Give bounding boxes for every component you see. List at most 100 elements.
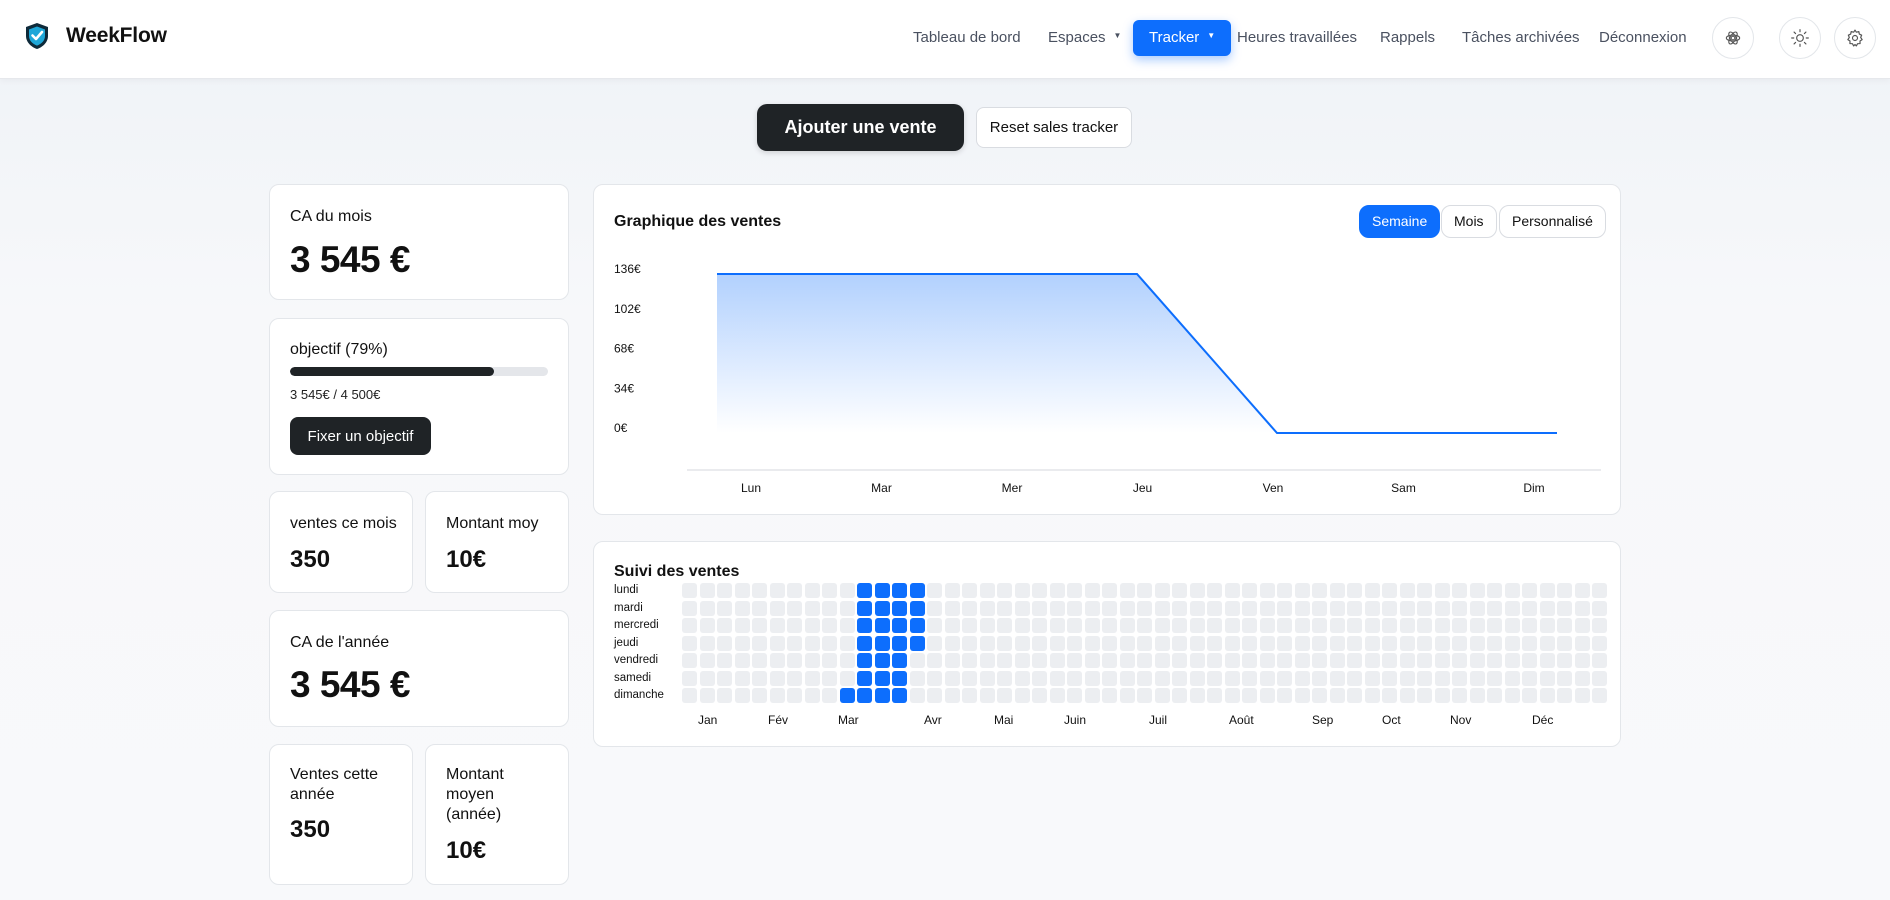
heatmap-cell[interactable] bbox=[1207, 618, 1222, 633]
heatmap-cell[interactable] bbox=[909, 653, 925, 668]
heatmap-cell[interactable] bbox=[1137, 583, 1152, 598]
heatmap-cell[interactable] bbox=[717, 635, 732, 651]
heatmap-cell[interactable] bbox=[1049, 635, 1065, 651]
heatmap-cell[interactable] bbox=[857, 583, 872, 598]
heatmap-cell[interactable] bbox=[927, 583, 942, 598]
heatmap-cell[interactable] bbox=[1189, 618, 1205, 633]
heatmap-cell[interactable] bbox=[1312, 600, 1327, 616]
heatmap-cell[interactable] bbox=[1207, 688, 1222, 703]
heatmap-cell[interactable] bbox=[682, 600, 697, 616]
heatmap-cell[interactable] bbox=[1189, 688, 1205, 703]
heatmap-cell[interactable] bbox=[1487, 600, 1502, 616]
heatmap-cell[interactable] bbox=[874, 583, 890, 598]
heatmap-cell[interactable] bbox=[1154, 635, 1170, 651]
heatmap-cell[interactable] bbox=[1557, 618, 1572, 633]
heatmap-cell[interactable] bbox=[1399, 600, 1415, 616]
heatmap-cell[interactable] bbox=[769, 600, 785, 616]
heatmap-cell[interactable] bbox=[717, 600, 732, 616]
heatmap-cell[interactable] bbox=[1522, 600, 1537, 616]
reset-sales-tracker-button[interactable]: Reset sales tracker bbox=[976, 107, 1132, 148]
heatmap-cell[interactable] bbox=[979, 600, 995, 616]
heatmap-cell[interactable] bbox=[1242, 583, 1257, 598]
heatmap-cell[interactable] bbox=[1067, 653, 1082, 668]
heatmap-cell[interactable] bbox=[1382, 635, 1397, 651]
heatmap-cell[interactable] bbox=[997, 583, 1012, 598]
nav-deconnexion[interactable]: Déconnexion bbox=[1599, 20, 1687, 56]
heatmap-cell[interactable] bbox=[1557, 688, 1572, 703]
heatmap-cell[interactable] bbox=[822, 583, 837, 598]
heatmap-cell[interactable] bbox=[1259, 670, 1275, 686]
nav-dashboard[interactable]: Tableau de bord bbox=[913, 20, 1021, 56]
heatmap-cell[interactable] bbox=[682, 618, 697, 633]
heatmap-cell[interactable] bbox=[1294, 600, 1310, 616]
heatmap-cell[interactable] bbox=[997, 618, 1012, 633]
heatmap-cell[interactable] bbox=[822, 670, 837, 686]
heatmap-cell[interactable] bbox=[1382, 618, 1397, 633]
brand[interactable]: WeekFlow bbox=[22, 21, 167, 51]
heatmap-cell[interactable] bbox=[1364, 583, 1380, 598]
heatmap-cell[interactable] bbox=[804, 600, 820, 616]
heatmap-cell[interactable] bbox=[717, 688, 732, 703]
heatmap-cell[interactable] bbox=[1277, 583, 1292, 598]
heatmap-cell[interactable] bbox=[1539, 670, 1555, 686]
heatmap-cell[interactable] bbox=[944, 688, 960, 703]
heatmap-cell[interactable] bbox=[734, 618, 750, 633]
heatmap-cell[interactable] bbox=[1172, 670, 1187, 686]
heatmap-cell[interactable] bbox=[1434, 670, 1450, 686]
heatmap-cell[interactable] bbox=[822, 600, 837, 616]
heatmap-cell[interactable] bbox=[1557, 583, 1572, 598]
heatmap-cell[interactable] bbox=[1469, 635, 1485, 651]
heatmap-cell[interactable] bbox=[1417, 583, 1432, 598]
heatmap-cell[interactable] bbox=[1277, 670, 1292, 686]
heatmap-cell[interactable] bbox=[1399, 653, 1415, 668]
heatmap-cell[interactable] bbox=[874, 618, 890, 633]
heatmap-cell[interactable] bbox=[1084, 635, 1100, 651]
heatmap-cell[interactable] bbox=[1277, 618, 1292, 633]
heatmap-cell[interactable] bbox=[857, 600, 872, 616]
heatmap-cell[interactable] bbox=[1417, 618, 1432, 633]
heatmap-cell[interactable] bbox=[1294, 618, 1310, 633]
heatmap-cell[interactable] bbox=[1592, 635, 1607, 651]
heatmap-cell[interactable] bbox=[1539, 653, 1555, 668]
heatmap-cell[interactable] bbox=[1049, 670, 1065, 686]
heatmap-cell[interactable] bbox=[1224, 618, 1240, 633]
heatmap-cell[interactable] bbox=[682, 583, 697, 598]
heatmap-cell[interactable] bbox=[1487, 618, 1502, 633]
heatmap-cell[interactable] bbox=[874, 670, 890, 686]
heatmap-cell[interactable] bbox=[892, 600, 907, 616]
heatmap-cell[interactable] bbox=[892, 635, 907, 651]
heatmap-cell[interactable] bbox=[1189, 635, 1205, 651]
heatmap-cell[interactable] bbox=[1207, 653, 1222, 668]
heatmap-cell[interactable] bbox=[857, 688, 872, 703]
heatmap-cell[interactable] bbox=[1329, 653, 1345, 668]
heatmap-cell[interactable] bbox=[892, 688, 907, 703]
settings-button[interactable] bbox=[1834, 17, 1876, 59]
heatmap-cell[interactable] bbox=[1364, 618, 1380, 633]
heatmap-cell[interactable] bbox=[1154, 600, 1170, 616]
heatmap-cell[interactable] bbox=[1522, 688, 1537, 703]
heatmap-cell[interactable] bbox=[1434, 583, 1450, 598]
heatmap-cell[interactable] bbox=[1312, 635, 1327, 651]
heatmap-cell[interactable] bbox=[1574, 670, 1590, 686]
heatmap-cell[interactable] bbox=[1434, 688, 1450, 703]
heatmap-cell[interactable] bbox=[1014, 688, 1030, 703]
heatmap-cell[interactable] bbox=[892, 653, 907, 668]
heatmap-cell[interactable] bbox=[1277, 688, 1292, 703]
period-custom-button[interactable]: Personnalisé bbox=[1499, 205, 1606, 238]
heatmap-cell[interactable] bbox=[927, 653, 942, 668]
heatmap-cell[interactable] bbox=[839, 635, 855, 651]
heatmap-cell[interactable] bbox=[1294, 670, 1310, 686]
heatmap-cell[interactable] bbox=[1452, 670, 1467, 686]
heatmap-cell[interactable] bbox=[787, 670, 802, 686]
heatmap-cell[interactable] bbox=[1487, 635, 1502, 651]
heatmap-cell[interactable] bbox=[1452, 653, 1467, 668]
heatmap-cell[interactable] bbox=[909, 670, 925, 686]
heatmap-cell[interactable] bbox=[1522, 653, 1537, 668]
heatmap-cell[interactable] bbox=[997, 653, 1012, 668]
heatmap-cell[interactable] bbox=[927, 600, 942, 616]
heatmap-cell[interactable] bbox=[769, 670, 785, 686]
ai-assistant-button[interactable] bbox=[1712, 17, 1754, 59]
heatmap-cell[interactable] bbox=[1452, 618, 1467, 633]
heatmap-cell[interactable] bbox=[909, 600, 925, 616]
heatmap-cell[interactable] bbox=[1434, 600, 1450, 616]
